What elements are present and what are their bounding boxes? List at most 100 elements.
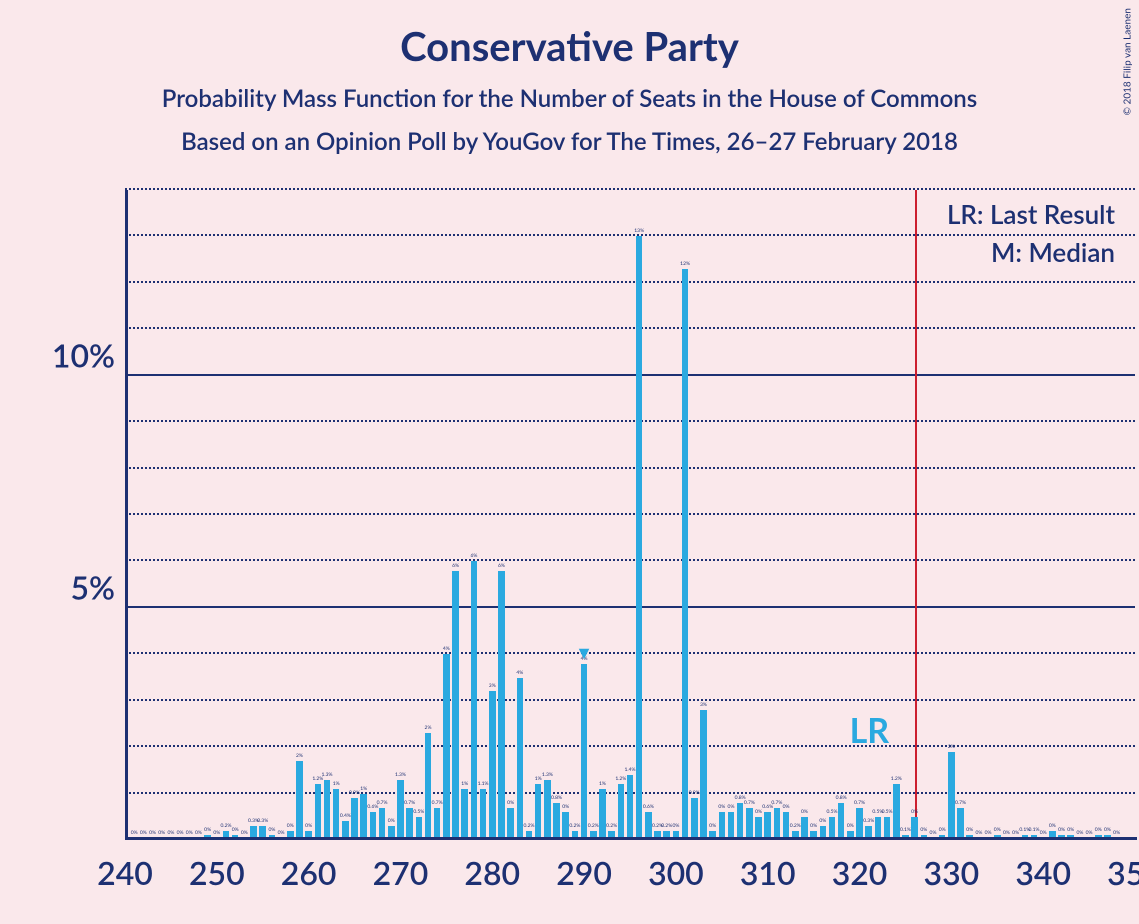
bar-value-label: 0% (287, 823, 294, 829)
bar-value-label: 0.2% (221, 823, 232, 829)
bar-value-label: 0.2% (569, 823, 580, 829)
bar (425, 733, 432, 840)
bar (315, 784, 322, 840)
bar (737, 803, 744, 840)
bar (893, 784, 900, 840)
bar-value-label: 0% (728, 804, 735, 810)
bar-value-label: 6% (498, 563, 505, 569)
bar (719, 812, 726, 840)
bar (471, 561, 478, 840)
bar-value-label: 0% (1076, 830, 1083, 836)
bar-value-label: 0% (1095, 827, 1102, 833)
bar (700, 710, 707, 840)
bar-value-label: 1.1% (478, 781, 489, 787)
bar-value-label: 0% (149, 830, 156, 836)
bar (379, 808, 386, 841)
bar (333, 789, 340, 840)
bar-value-label: 0% (819, 818, 826, 824)
bar-value-label: 0% (388, 818, 395, 824)
bar (948, 752, 955, 840)
bar-value-label: 2% (948, 744, 955, 750)
bar-value-label: 0% (177, 830, 184, 836)
bar-value-label: 0% (801, 809, 808, 815)
bar-value-label: 0.5% (827, 809, 838, 815)
bar-value-label: 0% (278, 830, 285, 836)
gridline-minor (125, 652, 1135, 654)
bar (370, 812, 377, 840)
bar (856, 808, 863, 841)
bar-value-label: 0% (1058, 827, 1065, 833)
bar-value-label: 0% (562, 804, 569, 810)
bar-value-label: 4% (516, 670, 523, 676)
bar-value-label: 12% (680, 261, 690, 267)
bar-value-label: 0% (1040, 830, 1047, 836)
bar (783, 812, 790, 840)
bar-value-label: 0% (507, 800, 514, 806)
legend-m: M: Median (947, 236, 1115, 268)
bar (728, 812, 735, 840)
bar-value-label: 0% (232, 827, 239, 833)
x-tick-label: 340 (1015, 853, 1071, 892)
bar-value-label: 0.7% (404, 800, 415, 806)
gridline-minor (125, 513, 1135, 515)
bar-value-label: 0.6% (643, 804, 654, 810)
bar-value-label: 0.7% (771, 800, 782, 806)
chart-subtitle-1: Probability Mass Function for the Number… (0, 84, 1139, 113)
bar-value-label: 0.2% (661, 823, 672, 829)
bar-value-label: 0.9% (349, 790, 360, 796)
bar-value-label: 0.7% (854, 800, 865, 806)
bar-value-label: 0% (939, 827, 946, 833)
gridline-minor (125, 327, 1135, 329)
bar-value-label: 0.3% (257, 818, 268, 824)
bar (480, 789, 487, 840)
bar (351, 798, 358, 840)
bar (562, 812, 569, 840)
bar-value-label: 0% (718, 804, 725, 810)
bar-value-label: 0% (1012, 830, 1019, 836)
bar-value-label: 0% (994, 827, 1001, 833)
bar-value-label: 0.8% (551, 795, 562, 801)
bar-value-label: 0% (1086, 830, 1093, 836)
last-result-label: LR (850, 710, 890, 751)
bar-value-label: 0% (268, 827, 275, 833)
bar-value-label: 0% (305, 823, 312, 829)
bar-value-label: 0% (241, 830, 248, 836)
bar (434, 808, 441, 841)
bar-value-label: 1.2% (615, 776, 626, 782)
bar (406, 808, 413, 841)
bar (636, 236, 643, 840)
bar (838, 803, 845, 840)
bar-value-label: 1% (461, 781, 468, 787)
bar-value-label: 0% (783, 804, 790, 810)
bar-value-label: 0% (966, 827, 973, 833)
bar-value-label: 0% (131, 830, 138, 836)
bar-value-label: 0.2% (588, 823, 599, 829)
bar (581, 664, 588, 840)
bar-value-label: 6% (452, 563, 459, 569)
bar-value-label: 0.1% (900, 827, 911, 833)
bar (774, 808, 781, 841)
gridline-minor (125, 281, 1135, 283)
bar-value-label: 1% (333, 781, 340, 787)
chart-title: Conservative Party (0, 0, 1139, 70)
bar (535, 784, 542, 840)
bar-value-label: 1.2% (891, 776, 902, 782)
bar-value-label: 0.1% (1029, 827, 1040, 833)
bar-value-label: 0.4% (340, 813, 351, 819)
chart-subtitle-2: Based on an Opinion Poll by YouGov for T… (0, 127, 1139, 156)
x-tick-label: 280 (464, 853, 520, 892)
bar-value-label: 3% (700, 702, 707, 708)
bar (452, 571, 459, 840)
x-tick-label: 300 (648, 853, 704, 892)
bar-value-label: 0% (204, 827, 211, 833)
bar-value-label: 0% (920, 827, 927, 833)
bar (498, 571, 505, 840)
copyright-text: © 2018 Filip van Laenen (1121, 8, 1133, 115)
bar (397, 780, 404, 840)
bar (517, 678, 524, 841)
bar-value-label: 0% (847, 823, 854, 829)
x-axis (125, 837, 1137, 840)
gridline-minor (125, 420, 1135, 422)
bar (296, 761, 303, 840)
bar-value-label: 0% (140, 830, 147, 836)
